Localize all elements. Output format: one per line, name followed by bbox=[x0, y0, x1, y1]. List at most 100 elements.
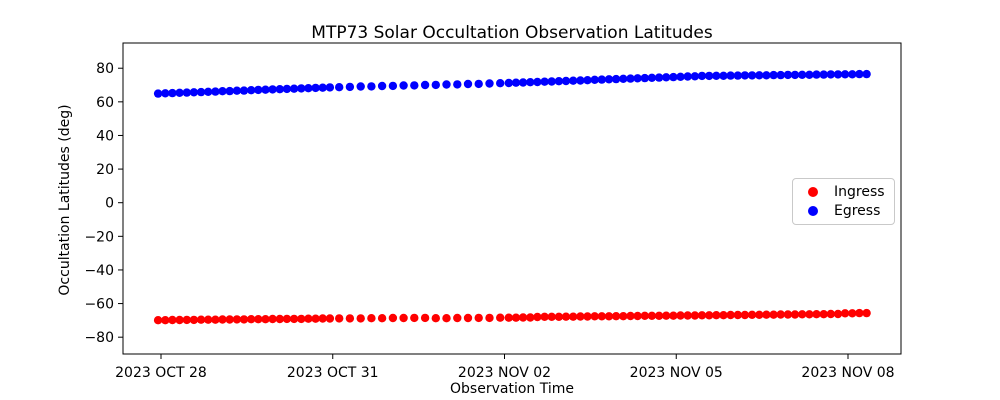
egress-point bbox=[345, 82, 355, 92]
ingress-point bbox=[485, 313, 494, 323]
egress-point bbox=[705, 71, 714, 81]
egress-point bbox=[232, 86, 242, 95]
ingress-point bbox=[289, 314, 299, 324]
ingress-point bbox=[504, 313, 513, 322]
egress-point bbox=[783, 70, 793, 80]
ingress-point bbox=[218, 315, 227, 324]
ingress-point bbox=[161, 316, 170, 325]
y-tick-label: −80 bbox=[84, 330, 114, 346]
egress-point bbox=[604, 75, 614, 84]
ingress-point bbox=[590, 312, 599, 321]
egress-point bbox=[676, 72, 685, 82]
egress-point bbox=[819, 70, 828, 79]
egress-point bbox=[189, 88, 199, 97]
ingress-point bbox=[345, 314, 355, 323]
ingress-point bbox=[597, 312, 606, 321]
egress-point bbox=[590, 75, 599, 85]
y-tick-label: −40 bbox=[84, 263, 114, 279]
ingress-point bbox=[533, 312, 542, 322]
egress-point bbox=[261, 85, 270, 94]
ingress-point bbox=[733, 310, 742, 320]
egress-point bbox=[719, 71, 728, 81]
egress-point bbox=[769, 70, 778, 80]
egress-point bbox=[833, 70, 843, 79]
egress-point bbox=[526, 78, 535, 87]
egress-point bbox=[662, 73, 671, 82]
ingress-point bbox=[826, 309, 835, 319]
egress-point bbox=[755, 71, 764, 80]
egress-point bbox=[311, 83, 320, 93]
axes-border bbox=[122, 42, 902, 355]
egress-point bbox=[196, 87, 206, 97]
ingress-point bbox=[420, 313, 430, 323]
ingress-point bbox=[547, 312, 556, 321]
ingress-point bbox=[518, 313, 528, 322]
egress-point bbox=[576, 76, 585, 85]
egress-point bbox=[597, 75, 606, 84]
ingress-point bbox=[669, 311, 678, 320]
egress-point bbox=[798, 70, 807, 80]
egress-point bbox=[318, 83, 327, 92]
ingress-point bbox=[654, 311, 664, 320]
ingress-point bbox=[182, 315, 191, 325]
egress-point bbox=[790, 70, 800, 80]
ingress-point bbox=[189, 315, 199, 325]
ingress-point bbox=[268, 314, 277, 324]
egress-point bbox=[325, 83, 335, 92]
ingress-point bbox=[705, 311, 714, 320]
egress-point bbox=[569, 76, 578, 85]
ingress-point bbox=[569, 312, 578, 321]
egress-point bbox=[377, 81, 387, 91]
ingress-point bbox=[297, 314, 306, 324]
ingress-point bbox=[311, 314, 320, 323]
y-tick-label: 60 bbox=[96, 95, 114, 111]
ingress-point bbox=[304, 314, 313, 323]
egress-point bbox=[410, 81, 419, 90]
egress-point bbox=[826, 70, 835, 79]
egress-point bbox=[182, 88, 191, 97]
egress-point bbox=[485, 79, 494, 88]
ingress-point bbox=[798, 310, 807, 319]
ingress-point bbox=[254, 315, 263, 324]
egress-point bbox=[583, 76, 592, 85]
legend-label-egress: Egress bbox=[834, 203, 881, 219]
ingress-point bbox=[261, 315, 270, 324]
ingress-point bbox=[848, 309, 857, 318]
ingress-point bbox=[377, 314, 387, 323]
egress-point bbox=[175, 88, 184, 98]
ingress-point bbox=[662, 311, 671, 320]
egress-point bbox=[611, 74, 621, 84]
ingress-point bbox=[526, 313, 535, 322]
egress-point bbox=[335, 83, 344, 92]
ingress-point bbox=[239, 315, 249, 324]
egress-point bbox=[463, 79, 473, 89]
egress-point bbox=[776, 70, 785, 80]
egress-point bbox=[388, 81, 398, 91]
ingress-point bbox=[790, 310, 800, 319]
egress-point bbox=[367, 82, 376, 91]
egress-point bbox=[697, 71, 707, 81]
ingress-point bbox=[247, 315, 256, 324]
y-tick-label: −60 bbox=[84, 297, 114, 313]
chart-title: MTP73 Solar Occultation Observation Lati… bbox=[311, 23, 713, 43]
egress-point bbox=[474, 79, 483, 89]
ingress-point bbox=[583, 312, 592, 321]
ingress-point bbox=[225, 315, 234, 324]
egress-point bbox=[633, 74, 642, 83]
y-tick-label: 80 bbox=[96, 61, 114, 77]
ingress-point bbox=[335, 314, 344, 323]
egress-point bbox=[168, 88, 177, 98]
egress-point bbox=[442, 80, 451, 89]
ingress-point bbox=[833, 309, 843, 319]
ingress-point bbox=[762, 310, 771, 319]
ingress-point bbox=[496, 313, 505, 322]
ingress-point bbox=[463, 313, 473, 323]
ingress-point bbox=[690, 311, 700, 320]
egress-point bbox=[712, 71, 721, 81]
ingress-point bbox=[740, 310, 750, 320]
ingress-point bbox=[275, 314, 284, 324]
egress-point bbox=[726, 71, 735, 80]
ingress-point bbox=[726, 310, 735, 320]
ingress-point bbox=[175, 315, 184, 325]
ingress-point bbox=[453, 313, 462, 323]
